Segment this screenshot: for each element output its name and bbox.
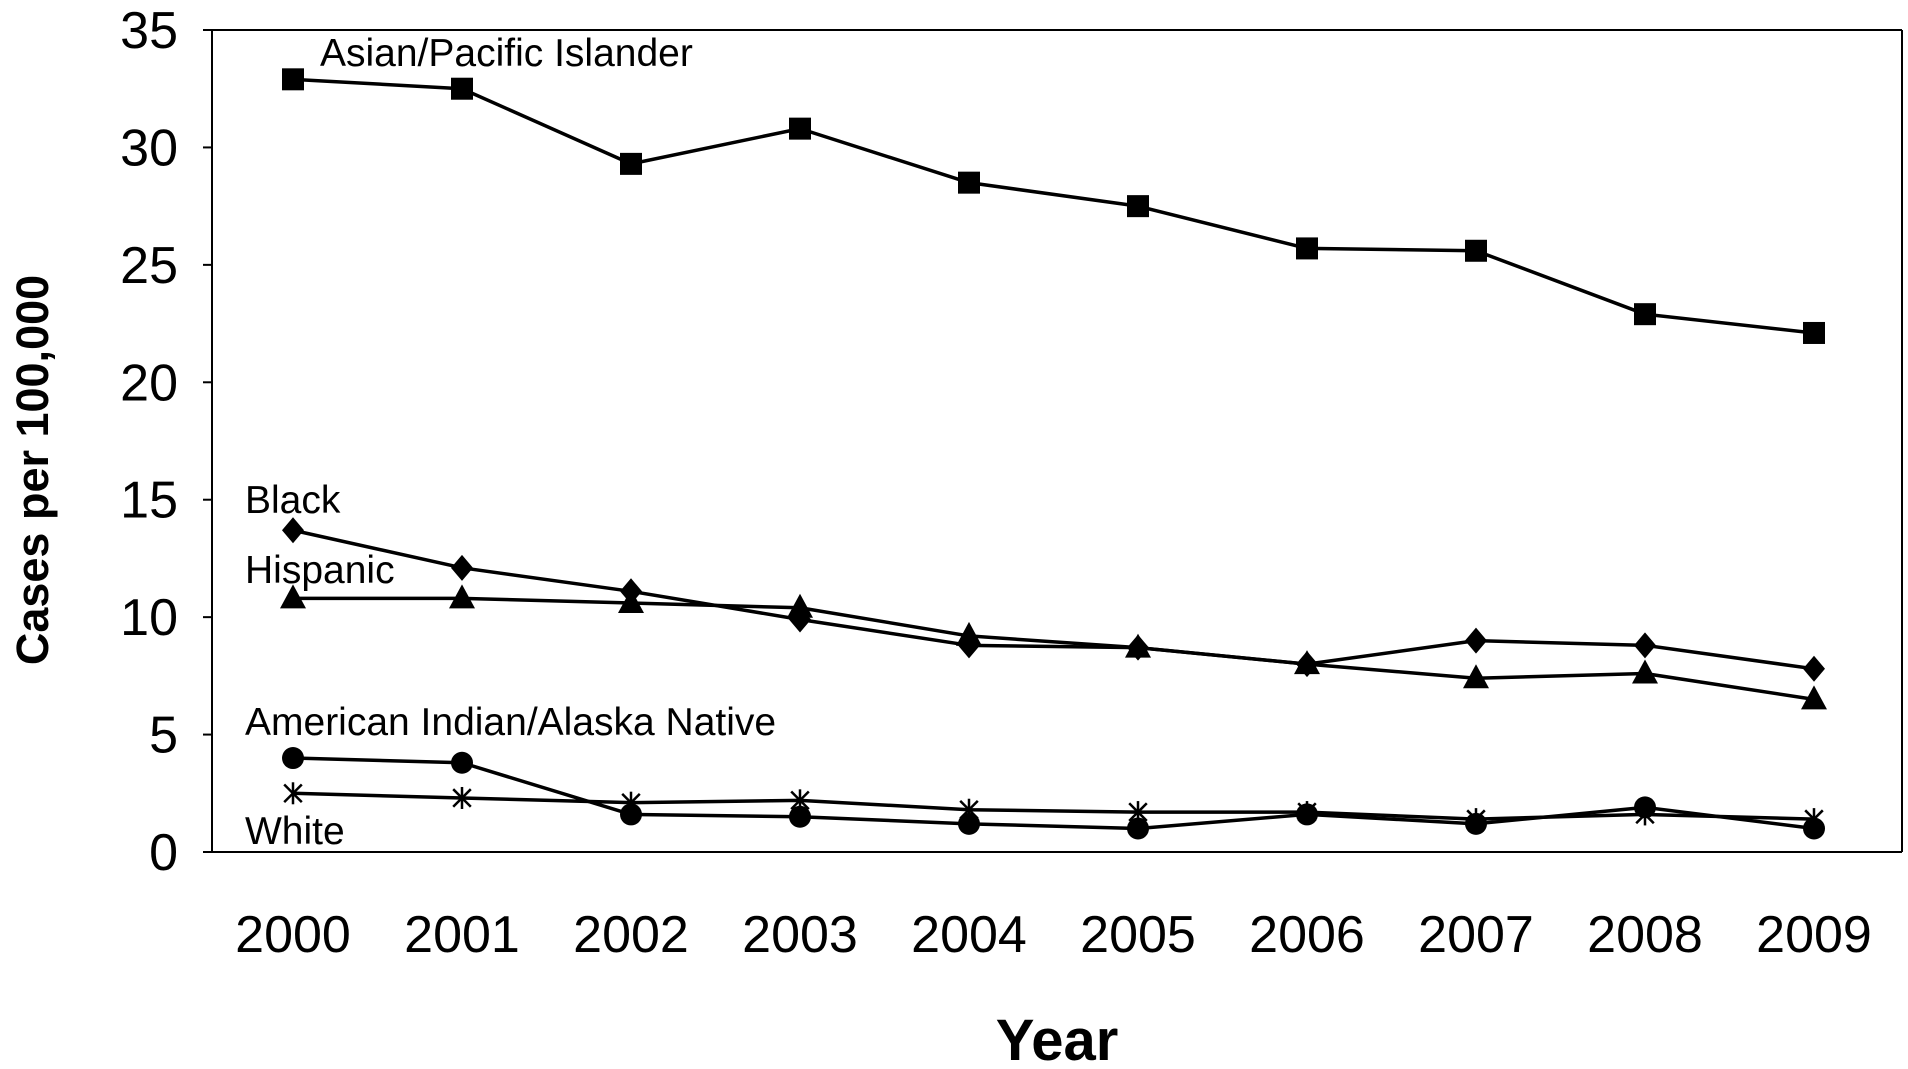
x-tick-label: 2005 [1080, 906, 1196, 964]
x-tick-label: 2006 [1249, 906, 1365, 964]
american-indian-alaska-native-data-point [451, 751, 473, 774]
asian-pacific-islander-series [282, 68, 1825, 344]
white-data-point [1804, 808, 1824, 831]
asian-pacific-islander-line [292, 77, 1815, 335]
white-data-point [1635, 803, 1655, 826]
american-indian-alaska-native-series [282, 747, 1825, 840]
y-tick-label: 5 [149, 707, 178, 765]
white-line [292, 791, 1815, 821]
hispanic-data-point [1463, 664, 1489, 689]
y-tick-label: 35 [120, 2, 178, 60]
x-tick-label: 2004 [911, 906, 1027, 964]
hispanic-data-point [280, 584, 306, 609]
black-data-point [282, 517, 304, 544]
white-data-point [790, 789, 810, 812]
hispanic-data-point [1632, 659, 1658, 684]
asian-pacific-islander-data-point [1127, 195, 1149, 218]
x-tick-label: 2009 [1756, 906, 1872, 964]
hispanic-data-point [956, 621, 982, 646]
black-label: Black [245, 479, 341, 522]
asian-pacific-islander-data-point [1634, 303, 1656, 326]
x-tick-label: 2000 [235, 906, 351, 964]
y-tick-label: 10 [120, 589, 178, 647]
x-tick-label: 2001 [404, 906, 520, 964]
black-data-point [1634, 632, 1656, 659]
y-tick-label: 20 [120, 354, 178, 412]
asian-pacific-islander-label: Asian/Pacific Islander [320, 32, 693, 75]
y-axis-title: Cases per 100,000 [7, 275, 58, 665]
x-tick-label: 2007 [1418, 906, 1534, 964]
hispanic-data-point [787, 593, 813, 618]
hispanic-data-point [449, 584, 475, 609]
white-data-point [452, 786, 472, 809]
asian-pacific-islander-data-point [620, 152, 642, 175]
asian-pacific-islander-data-point [1465, 239, 1487, 262]
x-tick-label: 2008 [1587, 906, 1703, 964]
y-axis-ticks: 0 5 10 15 20 25 30 35 [120, 2, 212, 882]
white-data-point [1128, 801, 1148, 824]
white-data-point [959, 798, 979, 821]
black-data-point [451, 554, 473, 581]
hispanic-data-point [1801, 685, 1827, 710]
x-tick-label: 2002 [573, 906, 689, 964]
black-data-point [1465, 627, 1487, 654]
hispanic-label: Hispanic [245, 549, 395, 592]
hispanic-data-point [1125, 633, 1151, 658]
asian-pacific-islander-data-point [958, 171, 980, 194]
asian-pacific-islander-data-point [282, 68, 304, 91]
x-axis-title: Year [996, 1008, 1119, 1069]
y-tick-label: 30 [120, 119, 178, 177]
white-data-point [1466, 808, 1486, 831]
hispanic-line [293, 596, 1815, 702]
series-layer [280, 68, 1827, 840]
y-tick-label: 25 [120, 237, 178, 295]
american-indian-alaska-native-data-point [789, 805, 811, 828]
american-indian-alaska-native-label: American Indian/Alaska Native [245, 701, 776, 744]
asian-pacific-islander-data-point [1803, 321, 1825, 344]
asian-pacific-islander-data-point [451, 77, 473, 100]
hispanic-data-point [618, 589, 644, 614]
american-indian-alaska-native-data-point [958, 812, 980, 835]
american-indian-alaska-native-data-point [1127, 817, 1149, 840]
white-data-point [621, 791, 641, 814]
hispanic-data-point [1294, 650, 1320, 675]
x-tick-label: 2003 [742, 906, 858, 964]
y-tick-label: 0 [149, 824, 178, 882]
american-indian-alaska-native-line [292, 756, 1815, 831]
y-tick-label: 15 [120, 472, 178, 530]
asian-pacific-islander-data-point [1296, 237, 1318, 260]
white-data-point [1297, 801, 1317, 824]
black-line [292, 528, 1815, 671]
asian-pacific-islander-data-point [789, 117, 811, 140]
white-data-point [283, 782, 303, 805]
x-axis-ticks: 2000 2001 2002 2003 2004 2005 2006 2007 2008 2009 [235, 906, 1872, 964]
white-label: White [245, 810, 345, 853]
series-labels: Asian/Pacific Islander Black Hispanic Ameri… [245, 32, 776, 853]
american-indian-alaska-native-data-point [282, 747, 304, 770]
plot-frame [211, 29, 1903, 853]
hispanic-series [280, 584, 1827, 710]
black-data-point [1803, 655, 1825, 682]
white-series [283, 782, 1824, 831]
